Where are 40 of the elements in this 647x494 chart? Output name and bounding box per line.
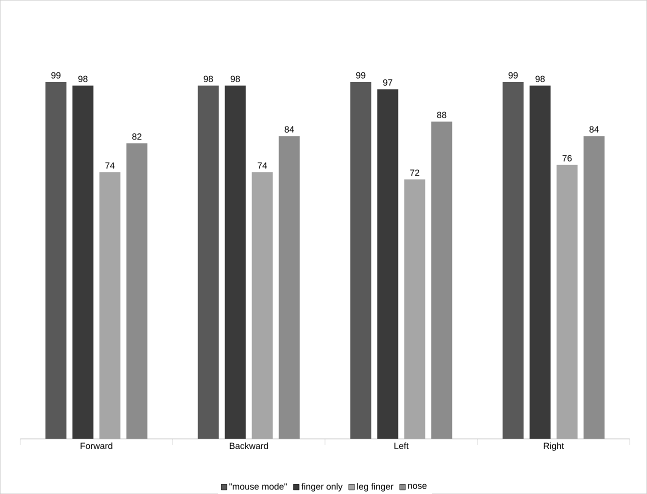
x-tick-label: Right	[544, 442, 564, 451]
bar	[530, 86, 551, 439]
bar	[377, 89, 398, 439]
data-label: 99	[356, 72, 366, 78]
bar	[45, 82, 66, 439]
x-tick-label: Backward	[230, 442, 268, 449]
bar	[502, 82, 524, 439]
bar	[126, 143, 148, 439]
x-tick-label: Forward	[80, 442, 112, 449]
bar	[431, 122, 452, 439]
data-label: 72	[410, 170, 420, 176]
data-label: 98	[536, 76, 545, 82]
data-label: 97	[383, 79, 392, 86]
data-label: 99	[508, 72, 518, 78]
data-label: 88	[437, 112, 446, 118]
bar	[99, 172, 120, 439]
bar	[350, 82, 372, 439]
bar	[404, 179, 426, 439]
legend-label: leg finger	[357, 483, 394, 492]
bar	[72, 86, 94, 439]
data-label: 76	[562, 155, 572, 162]
data-label: 98	[78, 76, 88, 82]
data-label: 74	[105, 162, 115, 169]
bar	[252, 172, 273, 439]
bar	[278, 136, 300, 439]
legend-label: nose	[408, 484, 427, 489]
x-tick-label: Left	[394, 442, 409, 449]
legend-label: "mouse mode"	[229, 483, 287, 490]
bar	[224, 86, 246, 439]
data-label: 99	[51, 72, 60, 78]
data-label: 84	[589, 126, 599, 133]
data-label: 98	[204, 76, 213, 82]
legend-label: finger only	[301, 483, 343, 492]
bar	[584, 136, 605, 439]
data-label: 74	[258, 162, 268, 169]
data-label: 98	[230, 76, 240, 82]
data-label: 84	[284, 126, 294, 133]
bar	[556, 164, 578, 439]
bar	[198, 86, 219, 439]
data-label: 82	[132, 133, 142, 140]
